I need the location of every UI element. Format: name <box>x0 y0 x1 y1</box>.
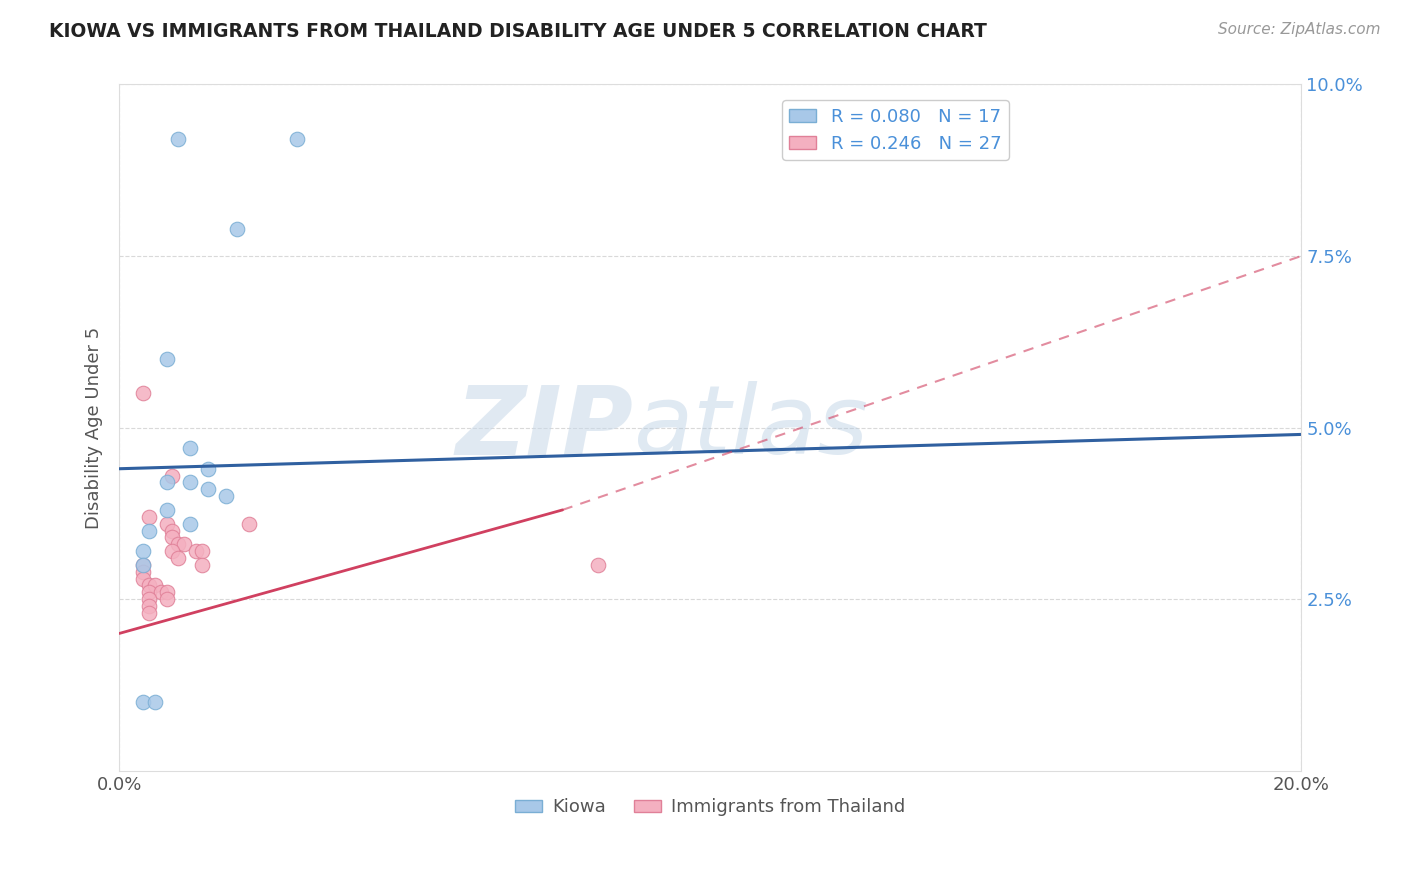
Text: Source: ZipAtlas.com: Source: ZipAtlas.com <box>1218 22 1381 37</box>
Point <box>173 537 195 551</box>
Point <box>586 558 609 572</box>
Point <box>132 558 155 572</box>
Point <box>179 516 201 531</box>
Point <box>155 351 177 366</box>
Point <box>138 592 160 607</box>
Point <box>132 572 155 586</box>
Legend: Kiowa, Immigrants from Thailand: Kiowa, Immigrants from Thailand <box>508 791 912 823</box>
Point <box>132 565 155 579</box>
Point <box>155 585 177 599</box>
Point <box>138 606 160 620</box>
Point <box>162 544 184 558</box>
Point <box>132 386 155 401</box>
Point <box>138 585 160 599</box>
Point <box>167 537 190 551</box>
Point <box>197 461 219 475</box>
Point <box>179 441 201 455</box>
Point <box>138 509 160 524</box>
Point <box>184 544 207 558</box>
Point <box>179 475 201 490</box>
Point <box>155 503 177 517</box>
Y-axis label: Disability Age Under 5: Disability Age Under 5 <box>86 326 103 529</box>
Text: ZIP: ZIP <box>456 381 634 474</box>
Point <box>155 592 177 607</box>
Point <box>155 516 177 531</box>
Text: KIOWA VS IMMIGRANTS FROM THAILAND DISABILITY AGE UNDER 5 CORRELATION CHART: KIOWA VS IMMIGRANTS FROM THAILAND DISABI… <box>49 22 987 41</box>
Point <box>214 489 236 503</box>
Point <box>155 475 177 490</box>
Point <box>143 578 166 592</box>
Point <box>285 132 308 146</box>
Point <box>197 483 219 497</box>
Point <box>162 524 184 538</box>
Point <box>191 558 214 572</box>
Point <box>238 516 260 531</box>
Point <box>138 599 160 613</box>
Point <box>226 221 249 235</box>
Point <box>162 530 184 544</box>
Point <box>132 695 155 709</box>
Point <box>167 551 190 566</box>
Point <box>167 132 190 146</box>
Point <box>138 578 160 592</box>
Point <box>191 544 214 558</box>
Text: atlas: atlas <box>634 381 869 474</box>
Point <box>143 695 166 709</box>
Point <box>138 524 160 538</box>
Point <box>132 558 155 572</box>
Point <box>132 544 155 558</box>
Point <box>162 468 184 483</box>
Point <box>149 585 172 599</box>
